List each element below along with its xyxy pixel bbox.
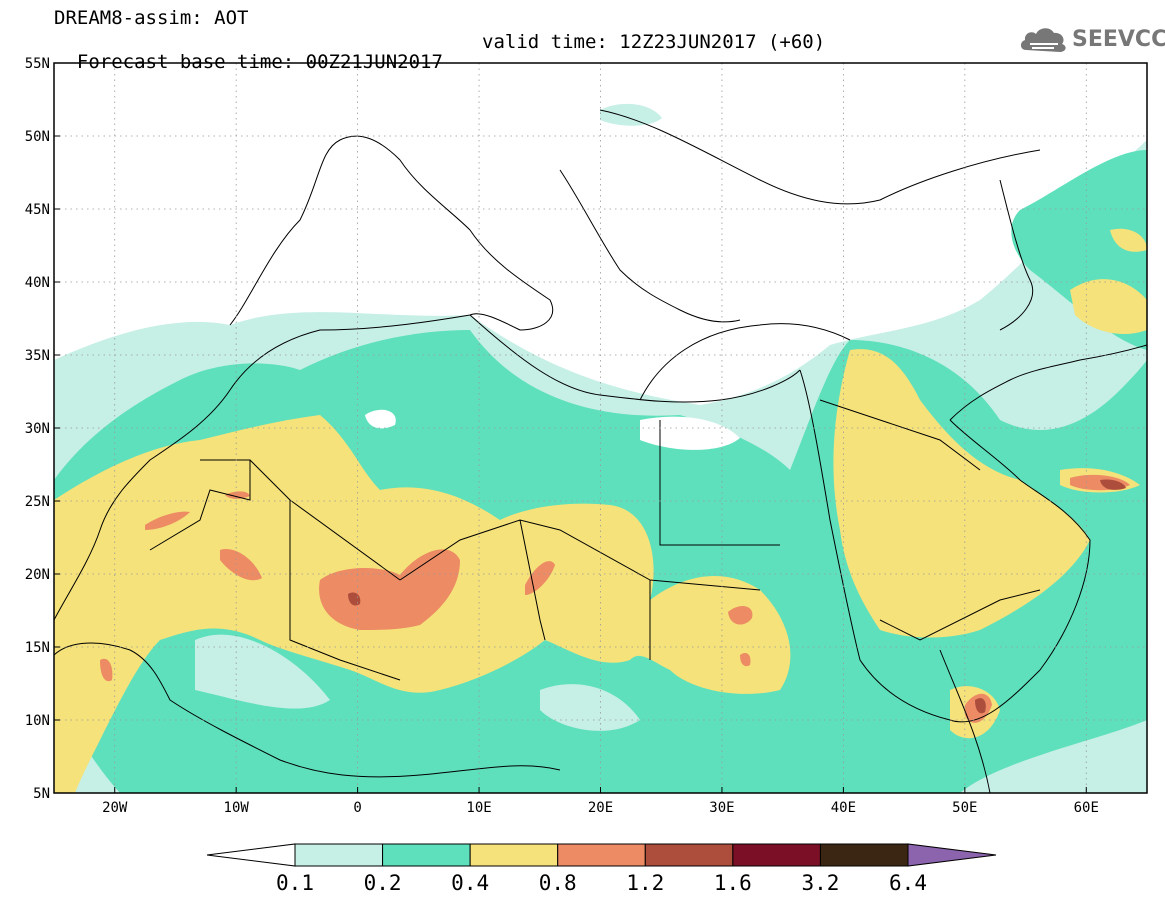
aot-field [54, 103, 1147, 793]
colorbar-label: 1.2 [626, 871, 664, 895]
lat-label: 50N [25, 129, 50, 145]
lon-label: 20E [588, 800, 613, 816]
colorbar-box [644, 843, 734, 867]
valid-time: valid time: 12Z23JUN2017 (+60) [482, 31, 826, 53]
product-title: DREAM8-assim: AOT [54, 7, 249, 29]
lon-label: 0 [353, 800, 361, 816]
colorbar-label: 6.4 [889, 871, 927, 895]
base-time: Forecast base time: 00Z21JUN2017 [76, 51, 443, 73]
aot-level-0.8 [319, 549, 460, 630]
logo-text: SEEVCCC [1072, 27, 1165, 52]
lat-label: 10N [25, 713, 50, 729]
colorbar-label: 0.4 [451, 871, 489, 895]
lon-label: 30E [709, 800, 734, 816]
colorbar-high-arrow [907, 843, 997, 867]
lon-label: 20W [102, 800, 128, 816]
lat-label: 25N [25, 494, 50, 510]
colorbar-label: 0.8 [539, 871, 577, 895]
lat-label: 30N [25, 421, 50, 437]
forecast-times: Forecast base time: 00Z21JUN2017 valid t… [54, 32, 825, 92]
colorbar-box [294, 843, 384, 867]
lon-label: 60E [1074, 800, 1099, 816]
lon-label: 10W [224, 800, 250, 816]
colorbar-label: 0.2 [364, 871, 402, 895]
lat-label: 40N [25, 275, 50, 291]
cloud-icon [1020, 28, 1066, 52]
lat-label: 35N [25, 348, 50, 364]
lat-label: 45N [25, 202, 50, 218]
lat-label: 20N [25, 567, 50, 583]
lon-label: 10E [466, 800, 491, 816]
colorbar-box [732, 843, 821, 867]
lat-label: 5N [33, 786, 50, 802]
colorbar-label: 3.2 [801, 871, 839, 895]
colorbar-box [557, 843, 646, 867]
colorbar-box [382, 843, 471, 867]
lat-label: 55N [25, 56, 50, 72]
colorbar-box [469, 843, 559, 867]
gridlines [54, 63, 1147, 793]
colorbar: 0.1 0.2 0.4 0.8 1.2 1.6 3.2 6.4 [206, 843, 997, 895]
lon-label: 50E [952, 800, 977, 816]
lon-label: 40E [831, 800, 856, 816]
colorbar-label: 1.6 [714, 871, 752, 895]
coastlines [54, 109, 1147, 793]
colorbar-box [819, 843, 909, 867]
lat-label: 15N [25, 640, 50, 656]
longitude-labels: 20W 10W 0 10E 20E 30E 40E 50E 60E [102, 787, 1099, 816]
colorbar-low-arrow [206, 843, 296, 867]
colorbar-label: 0.1 [276, 871, 314, 895]
latitude-labels: 55N 50N 45N 40N 35N 30N 25N 20N 15N 10N 5N [25, 56, 60, 802]
seevccc-logo: SEEVCCC [1018, 22, 1165, 56]
